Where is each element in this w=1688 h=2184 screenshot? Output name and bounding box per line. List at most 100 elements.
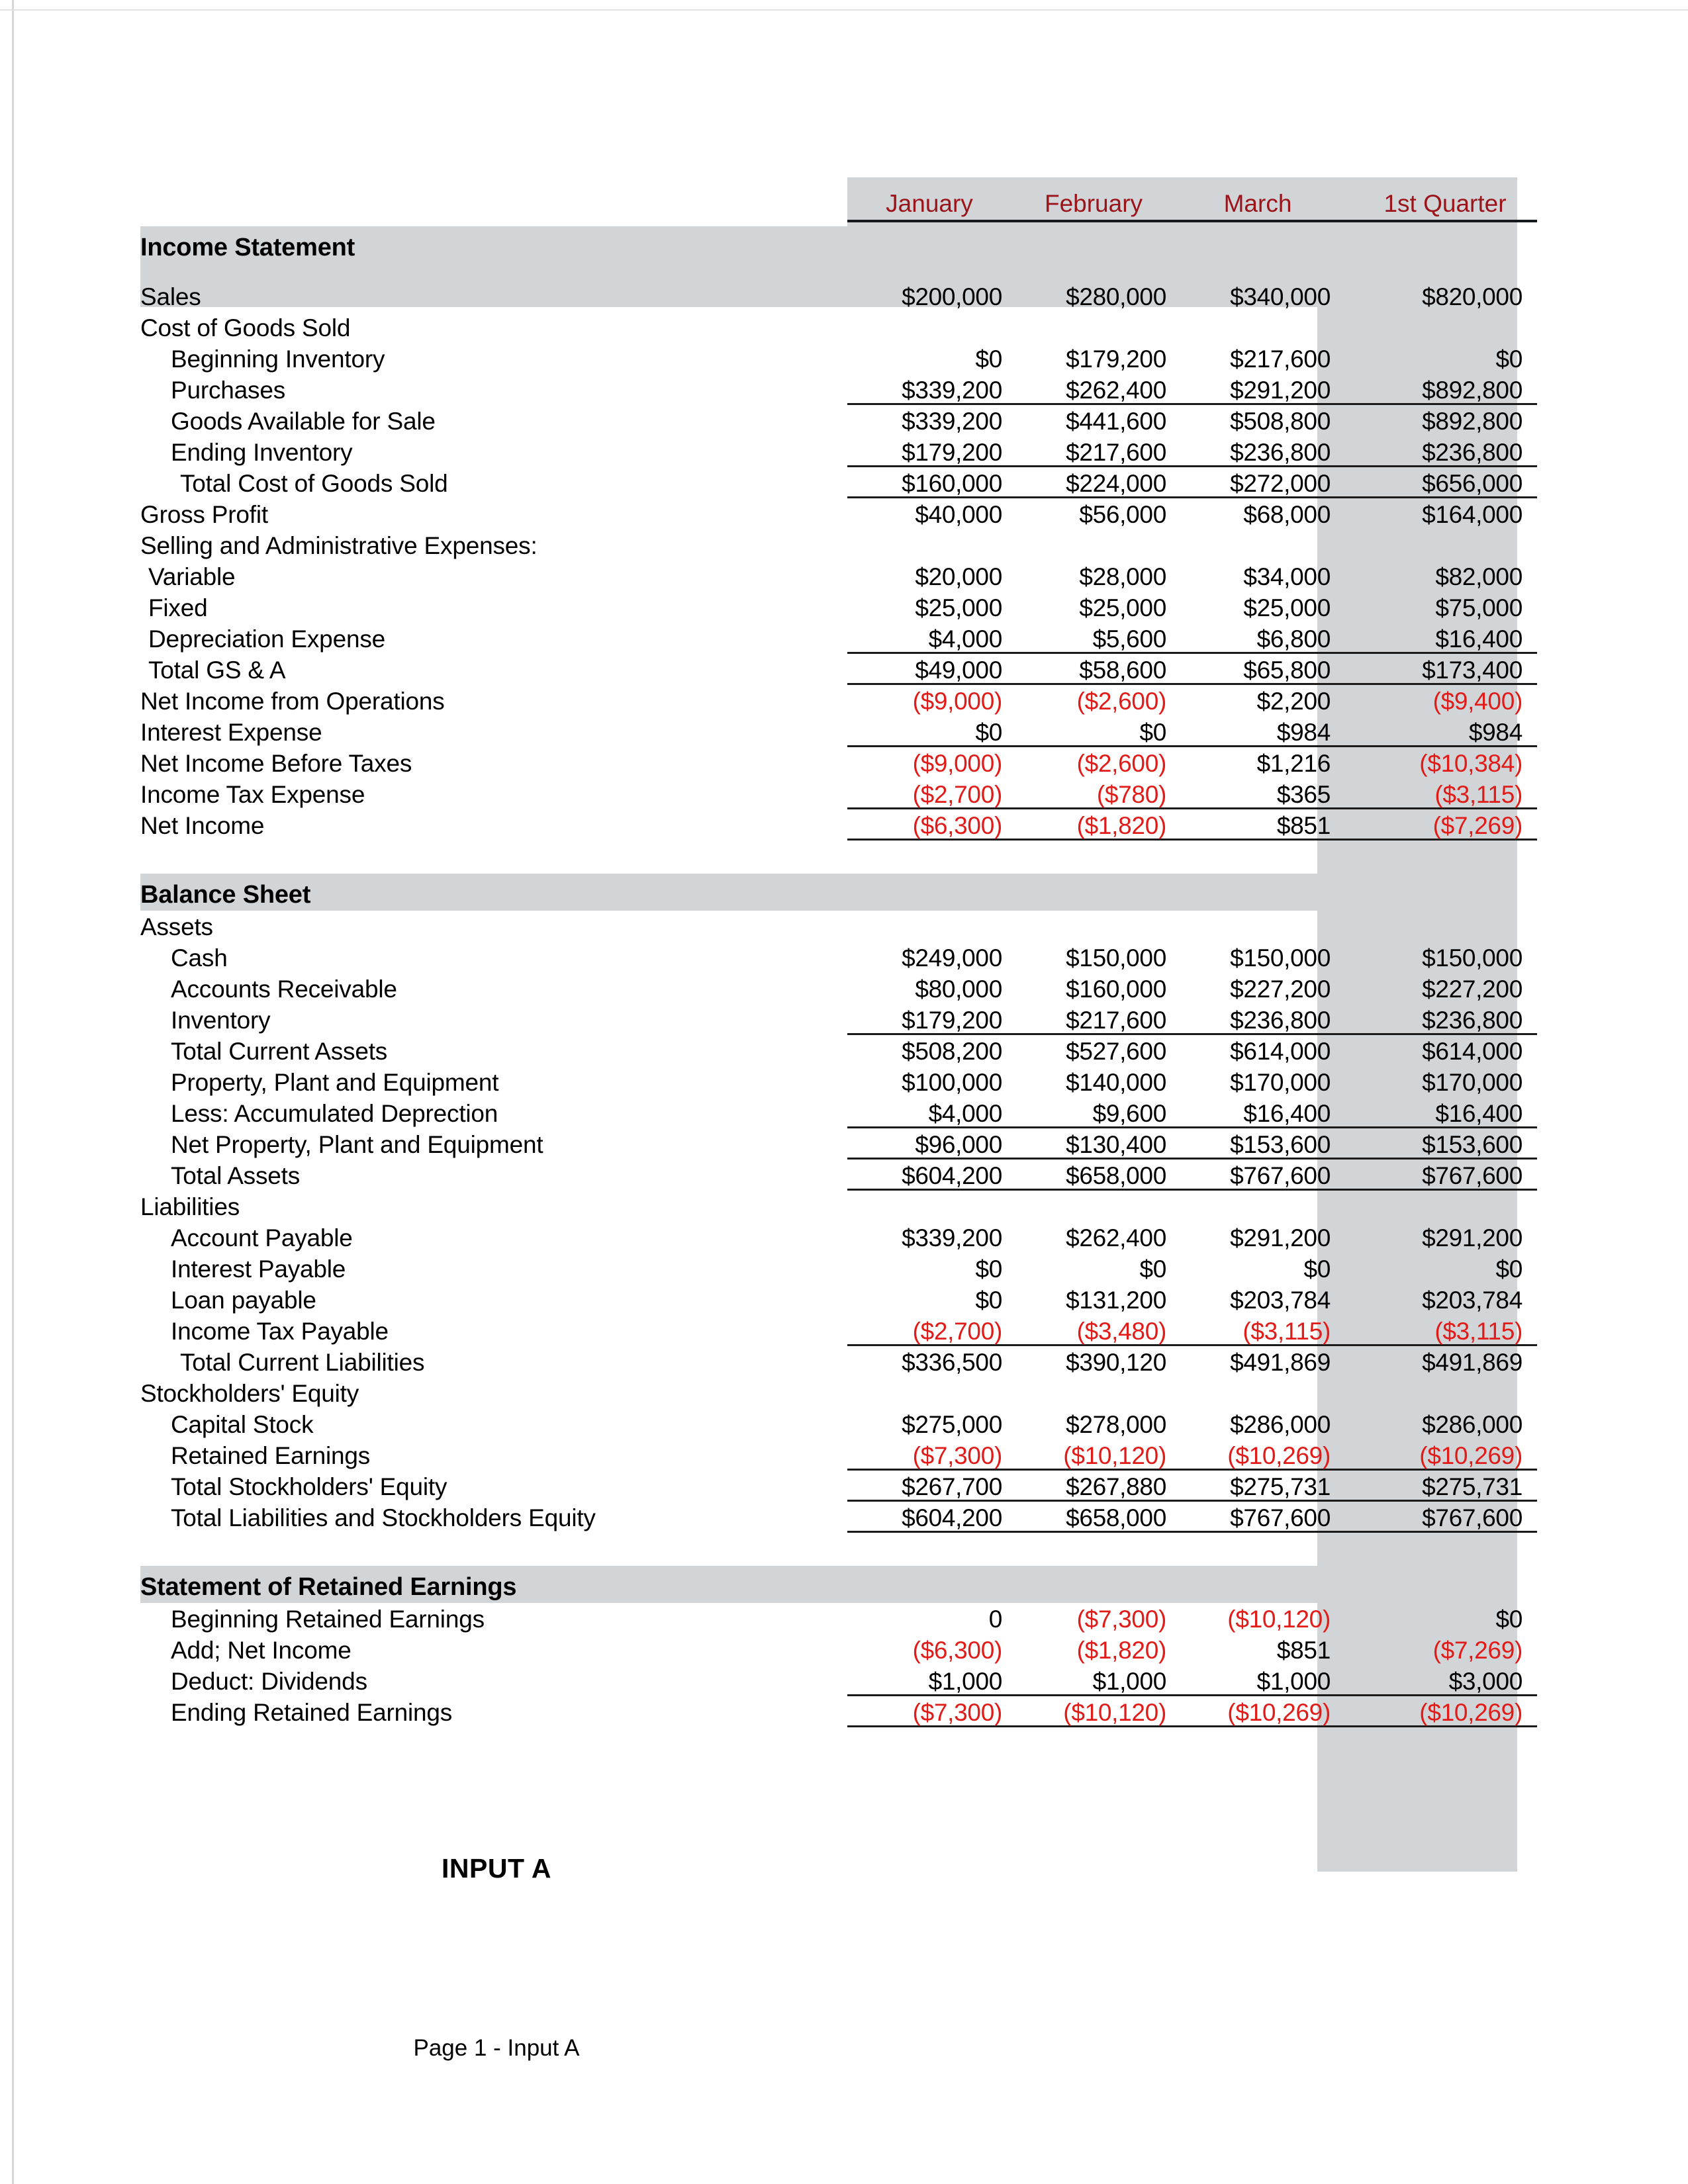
row-label: Fixed [148,594,208,621]
cell-february: $217,600 [1011,1004,1176,1035]
cell-march: $65,800 [1176,654,1340,685]
row-label: Less: Accumulated Deprection [171,1100,498,1127]
cell-quarter: $491,869 [1422,1349,1523,1376]
row-label: Sales [140,283,201,310]
cell-february [1011,312,1176,343]
table-row: Income Tax Payable ($2,700) ($3,480) ($3… [140,1315,1537,1346]
table-row: Total Liabilities and Stockholders Equit… [140,1502,1537,1533]
subheading-liabilities: Liabilities [140,1193,240,1220]
scan-edge-top [0,9,1688,11]
cell-quarter: $614,000 [1422,1038,1523,1065]
cell-march: $2,200 [1256,688,1331,715]
row-label: Total Current Assets [171,1038,388,1065]
cell-february: $262,400 [1066,1224,1166,1251]
cell-february: ($1,820) [1076,1637,1167,1664]
cell-march: $291,200 [1176,374,1340,405]
cell-march: $340,000 [1230,283,1331,310]
table-row: Purchases $339,200 $262,400 $291,200 $89… [140,374,1537,405]
row-label: Interest Expense [140,719,322,746]
cell-february: ($2,600) [1076,688,1167,715]
cell-january: $604,200 [847,1160,1011,1191]
table-row: Beginning Inventory $0 $179,200 $217,600… [140,343,1537,374]
table-row: Total Cost of Goods Sold $160,000 $224,0… [140,467,1537,498]
cell-january: $25,000 [915,594,1002,621]
cell-february: $658,000 [1011,1502,1176,1533]
cell-quarter: $173,400 [1353,654,1537,685]
cell-march: $236,800 [1176,436,1340,467]
cell-january: $4,000 [847,1097,1011,1128]
section-band-background [140,226,1517,263]
cell-march: $170,000 [1230,1069,1331,1096]
cell-march: $1,000 [1176,1665,1340,1696]
cell-february: ($3,480) [1011,1315,1176,1346]
cell-quarter: $3,000 [1353,1665,1537,1696]
cell-march: $508,800 [1230,408,1331,435]
cell-quarter: $164,000 [1422,501,1523,528]
cell-january: $20,000 [915,563,1002,590]
financial-table: January February March 1st Quarter Incom… [140,177,1537,1727]
cell-january: $0 [975,1255,1002,1283]
cell-quarter: $16,400 [1353,1097,1537,1128]
row-label: Net Income [140,812,265,839]
cell-january: $249,000 [902,944,1002,972]
row-label: Depreciation Expense [148,625,385,653]
table-row: Loan payable $0 $131,200 $203,784 $203,7… [140,1284,1537,1315]
cell-february: $9,600 [1011,1097,1176,1128]
cell-january: ($7,300) [847,1439,1011,1471]
row-label: Deduct: Dividends [171,1668,367,1695]
column-header-march: March [1176,177,1340,222]
row-label: Total Liabilities and Stockholders Equit… [171,1504,596,1531]
cell-january: $339,200 [902,1224,1002,1251]
row-label: Selling and Administrative Expenses: [140,532,538,559]
cell-february: $25,000 [1079,594,1166,621]
table-row: Total GS & A $49,000 $58,600 $65,800 $17… [140,654,1537,685]
row-label: Total Cost of Goods Sold [180,470,448,497]
cell-quarter [1353,312,1537,343]
cell-january: $160,000 [847,467,1011,498]
cell-march: ($10,120) [1227,1606,1331,1633]
table-row: Goods Available for Sale $339,200 $441,6… [140,405,1537,436]
section-title-balance-sheet: Balance Sheet [140,881,311,909]
cell-quarter: $236,800 [1353,1004,1537,1035]
document-footer-label: INPUT A [442,1853,551,1884]
table-row: Variable $20,000 $28,000 $34,000 $82,000 [140,561,1537,592]
table-row: Beginning Retained Earnings 0 ($7,300) (… [140,1603,1537,1634]
row-label: Ending Inventory [171,439,353,466]
cell-january: $0 [847,716,1011,747]
cell-march: $984 [1176,716,1340,747]
table-row: Less: Accumulated Deprection $4,000 $9,6… [140,1097,1537,1128]
table-row: Sales $200,000 $280,000 $340,000 $820,00… [140,281,1537,312]
cell-january: $339,200 [902,408,1002,435]
row-label: Add; Net Income [171,1637,352,1664]
cell-quarter: $291,200 [1422,1224,1523,1251]
cell-quarter: $16,400 [1353,623,1537,654]
cell-february: ($2,600) [1076,750,1167,777]
subheading-assets: Assets [140,913,213,940]
cell-january: $179,200 [847,436,1011,467]
table-row: Gross Profit $40,000 $56,000 $68,000 $16… [140,498,1537,529]
table-row: Fixed $25,000 $25,000 $25,000 $75,000 [140,592,1537,623]
column-header-row: January February March 1st Quarter [140,177,1537,222]
cell-january: ($2,700) [847,778,1011,809]
section-header-retained-earnings: Statement of Retained Earnings [140,1562,1537,1603]
cell-february: $658,000 [1011,1160,1176,1191]
table-row: Account Payable $339,200 $262,400 $291,2… [140,1222,1537,1253]
row-label: Interest Payable [171,1255,346,1283]
column-header-january: January [847,177,1011,222]
cell-january: ($2,700) [847,1315,1011,1346]
cell-february: $224,000 [1011,467,1176,498]
cell-quarter: ($3,115) [1353,778,1537,809]
table-row: Depreciation Expense $4,000 $5,600 $6,80… [140,623,1537,654]
cell-march: $68,000 [1243,501,1331,528]
table-row: Ending Inventory $179,200 $217,600 $236,… [140,436,1537,467]
cell-quarter: ($10,269) [1353,1439,1537,1471]
cell-january: $339,200 [847,374,1011,405]
cell-quarter: $153,600 [1353,1128,1537,1160]
cell-february: $278,000 [1066,1411,1166,1438]
cell-february: ($1,820) [1011,809,1176,841]
cell-quarter: ($3,115) [1353,1315,1537,1346]
row-label: Purchases [171,377,286,404]
row-label: Gross Profit [140,501,268,528]
cell-january: $275,000 [902,1411,1002,1438]
row-label: Loan payable [171,1287,316,1314]
